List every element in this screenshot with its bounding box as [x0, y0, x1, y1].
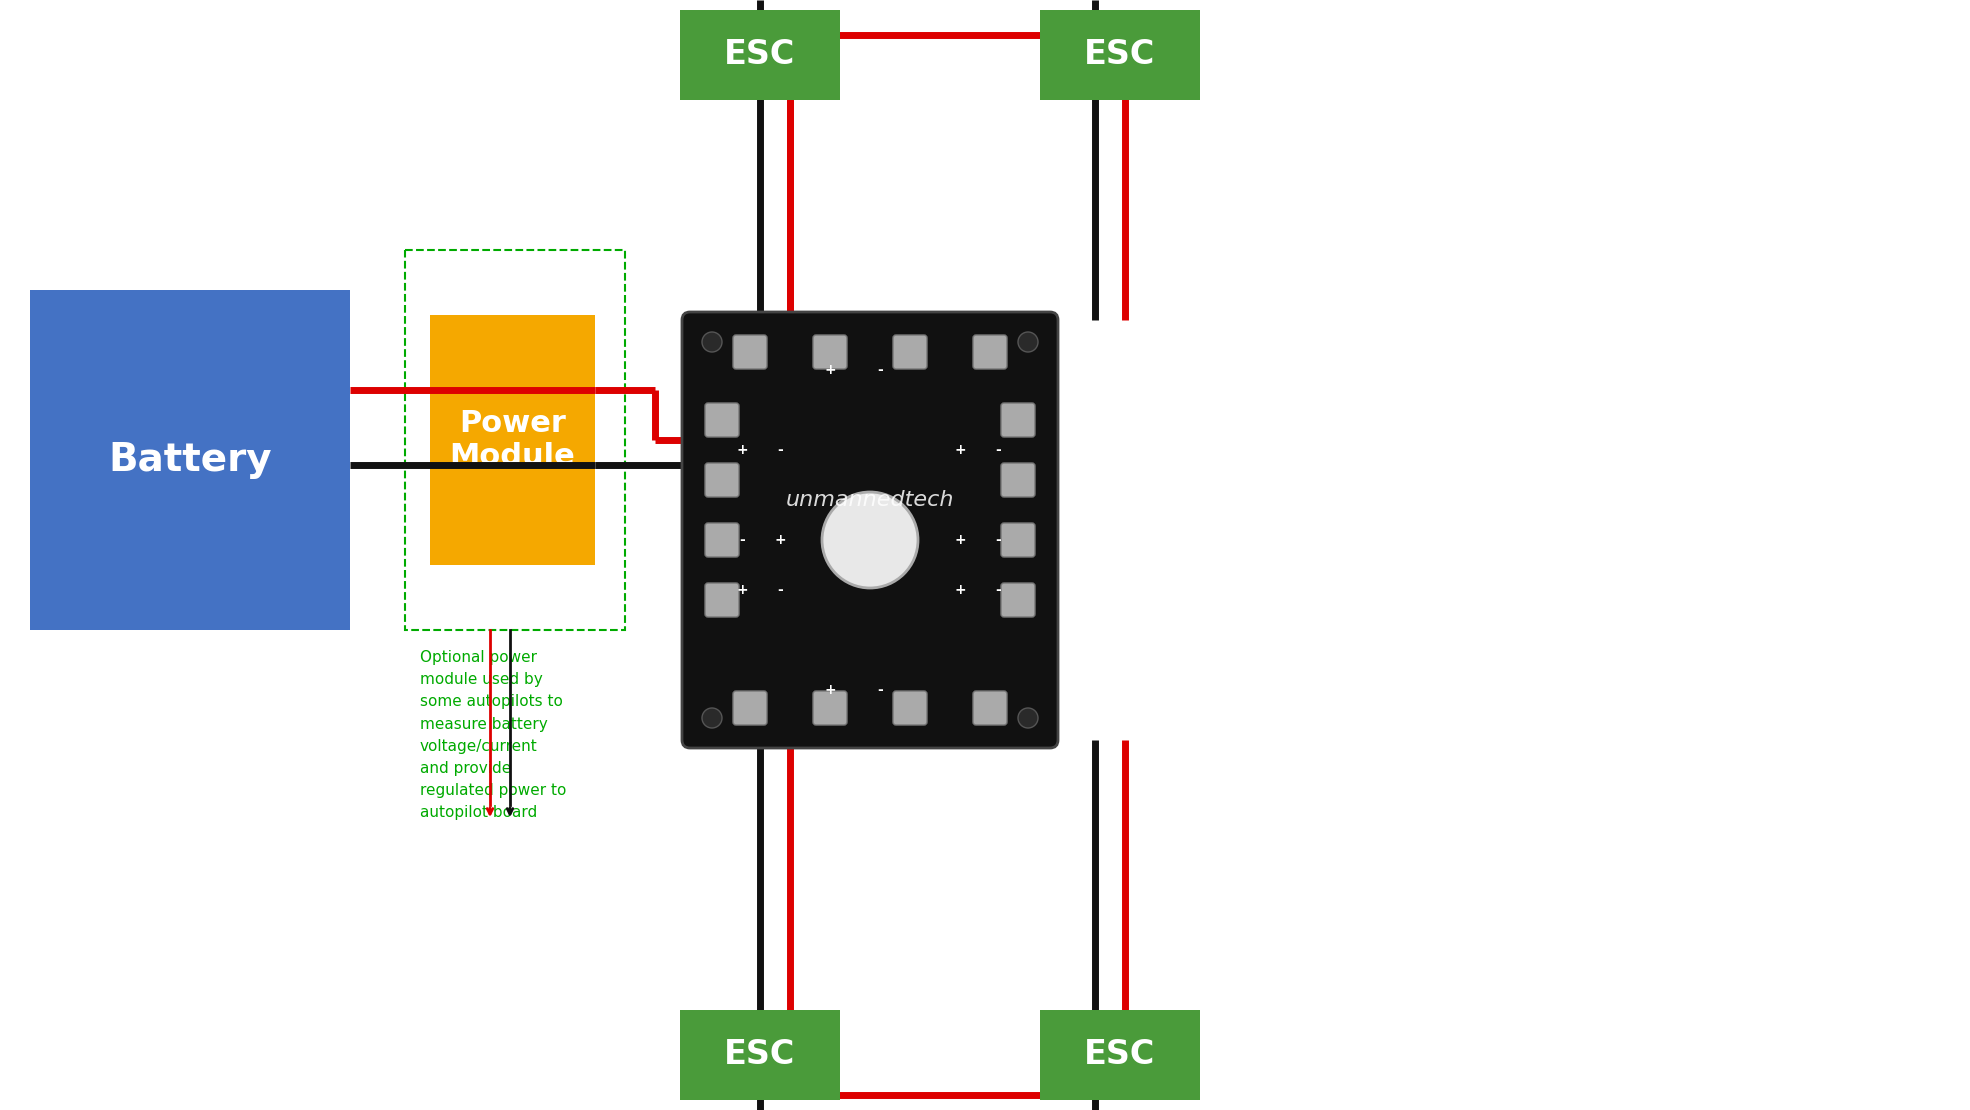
Text: +: +: [823, 363, 835, 377]
FancyBboxPatch shape: [814, 335, 847, 369]
Text: +: +: [953, 583, 965, 597]
FancyBboxPatch shape: [1001, 403, 1034, 437]
FancyBboxPatch shape: [733, 335, 766, 369]
Text: Optional power
module used by
some autopilots to
measure battery
voltage/current: Optional power module used by some autop…: [420, 650, 567, 820]
Circle shape: [1018, 332, 1038, 352]
FancyBboxPatch shape: [892, 335, 928, 369]
FancyBboxPatch shape: [1001, 463, 1034, 497]
Circle shape: [701, 332, 721, 352]
FancyBboxPatch shape: [429, 315, 595, 565]
FancyBboxPatch shape: [680, 10, 839, 100]
Text: +: +: [737, 583, 749, 597]
Text: -: -: [995, 443, 1001, 457]
FancyBboxPatch shape: [1040, 1010, 1200, 1100]
Text: +: +: [823, 683, 835, 697]
Text: Battery: Battery: [108, 441, 272, 480]
Text: -: -: [877, 683, 883, 697]
Text: ESC: ESC: [725, 1039, 796, 1071]
Text: -: -: [995, 533, 1001, 547]
Circle shape: [821, 492, 918, 588]
Text: -: -: [995, 583, 1001, 597]
FancyBboxPatch shape: [682, 312, 1058, 748]
FancyBboxPatch shape: [733, 692, 766, 725]
Text: +: +: [737, 443, 749, 457]
Circle shape: [1018, 708, 1038, 728]
Text: Power
Module: Power Module: [449, 408, 575, 472]
Text: +: +: [774, 533, 786, 547]
FancyBboxPatch shape: [892, 692, 928, 725]
Text: -: -: [877, 363, 883, 377]
FancyBboxPatch shape: [705, 523, 739, 557]
FancyBboxPatch shape: [1001, 583, 1034, 617]
Text: ESC: ESC: [1084, 39, 1156, 71]
Text: unmannedtech: unmannedtech: [786, 490, 953, 509]
FancyBboxPatch shape: [705, 463, 739, 497]
Text: ESC: ESC: [1084, 1039, 1156, 1071]
FancyBboxPatch shape: [30, 290, 351, 630]
FancyBboxPatch shape: [1040, 10, 1200, 100]
FancyBboxPatch shape: [705, 583, 739, 617]
FancyBboxPatch shape: [680, 1010, 839, 1100]
Text: -: -: [776, 443, 782, 457]
FancyBboxPatch shape: [973, 692, 1007, 725]
FancyBboxPatch shape: [705, 403, 739, 437]
Text: -: -: [739, 533, 745, 547]
Circle shape: [701, 708, 721, 728]
Text: +: +: [953, 443, 965, 457]
FancyBboxPatch shape: [1001, 523, 1034, 557]
FancyBboxPatch shape: [973, 335, 1007, 369]
Text: +: +: [953, 533, 965, 547]
FancyBboxPatch shape: [814, 692, 847, 725]
Text: -: -: [776, 583, 782, 597]
Text: ESC: ESC: [725, 39, 796, 71]
